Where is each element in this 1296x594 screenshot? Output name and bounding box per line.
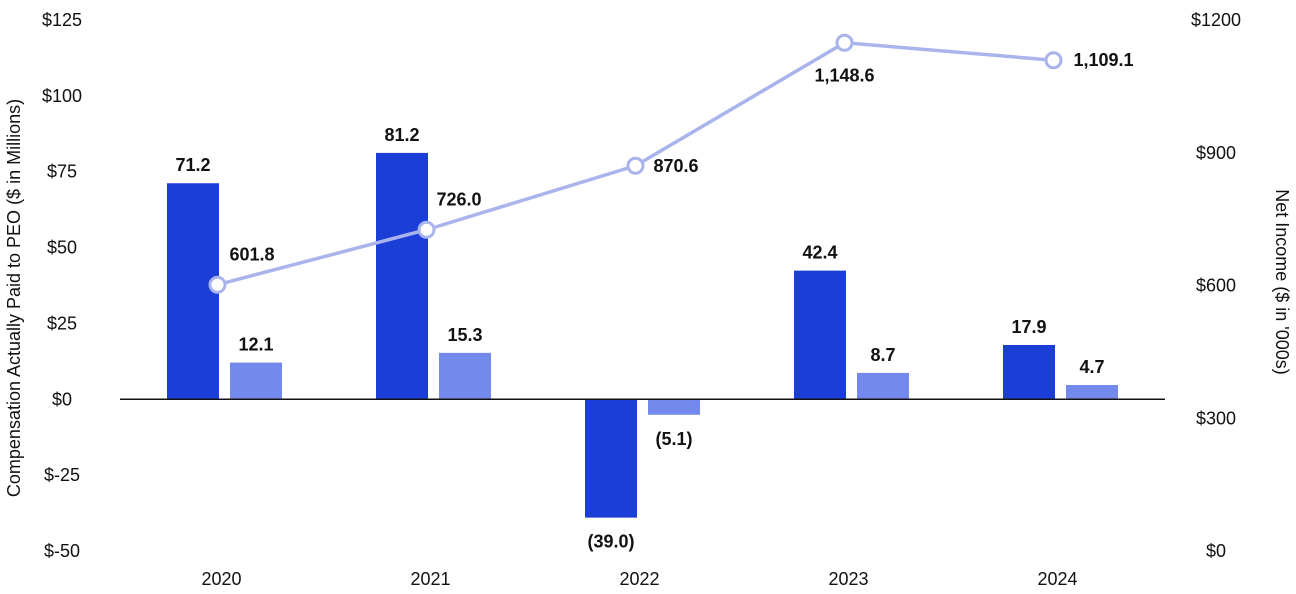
net-income-point-2020 bbox=[208, 275, 227, 294]
line-label-2020: 601.8 bbox=[230, 245, 275, 265]
net-income-point-2024 bbox=[1044, 51, 1063, 70]
bars-layer bbox=[167, 152, 1118, 518]
line-label-2021: 726.0 bbox=[437, 190, 482, 210]
left-axis-tick: $-50 bbox=[44, 541, 80, 561]
bar-series-2-2020 bbox=[230, 362, 282, 400]
bar-label-series-1-2023: 42.4 bbox=[802, 243, 837, 263]
x-axis-tick-2024: 2024 bbox=[1037, 569, 1077, 589]
net-income-point-2023 bbox=[835, 33, 854, 52]
bar-series-2-2021 bbox=[439, 352, 491, 400]
bar-label-series-2-2022: (5.1) bbox=[655, 429, 692, 449]
bar-label-series-2-2021: 15.3 bbox=[447, 325, 482, 345]
left-axis-tick: $0 bbox=[52, 389, 72, 409]
bar-series-2-2024 bbox=[1066, 385, 1118, 400]
bar-series-1-2020 bbox=[167, 183, 219, 400]
x-axis-tick-2023: 2023 bbox=[828, 569, 868, 589]
bar-label-series-2-2023: 8.7 bbox=[870, 345, 895, 365]
net-income-point-2021 bbox=[417, 220, 436, 239]
bar-label-series-2-2024: 4.7 bbox=[1079, 357, 1104, 377]
line-label-2024: 1,109.1 bbox=[1074, 50, 1134, 70]
right-axis-title: Net Income ($ in '000s) bbox=[1272, 189, 1292, 375]
bar-series-2-2023 bbox=[857, 372, 909, 400]
x-axis-tick-2020: 2020 bbox=[201, 569, 241, 589]
bar-series-1-2021 bbox=[376, 152, 428, 400]
bar-series-2-2022 bbox=[648, 399, 700, 415]
left-axis-tick: $-25 bbox=[44, 465, 80, 485]
bar-label-series-1-2020: 71.2 bbox=[175, 155, 210, 175]
axes-layer: $125 $100 $75 $50 $25 $0 $-25 $-50 $1200 $900 $600… bbox=[42, 10, 1241, 589]
right-axis-tick: $300 bbox=[1196, 408, 1236, 428]
bar-label-series-1-2021: 81.2 bbox=[384, 125, 419, 145]
net-income-point-2022 bbox=[626, 156, 645, 175]
bar-series-1-2023 bbox=[794, 270, 846, 400]
line-label-2022: 870.6 bbox=[654, 156, 699, 176]
x-axis-tick-2022: 2022 bbox=[619, 569, 659, 589]
right-axis-tick: $1200 bbox=[1191, 10, 1241, 30]
bar-series-1-2022 bbox=[585, 399, 637, 518]
bar-label-series-2-2020: 12.1 bbox=[238, 335, 273, 355]
left-axis-tick: $25 bbox=[47, 313, 77, 333]
bar-label-series-1-2024: 17.9 bbox=[1011, 317, 1046, 337]
right-axis-tick: $600 bbox=[1196, 276, 1236, 296]
bar-series-1-2024 bbox=[1003, 344, 1055, 400]
line-layer bbox=[208, 33, 1063, 294]
x-axis-tick-2021: 2021 bbox=[410, 569, 450, 589]
left-axis-tick: $75 bbox=[47, 162, 77, 182]
left-axis-tick: $100 bbox=[42, 86, 82, 106]
left-axis-tick: $125 bbox=[42, 10, 82, 30]
left-axis-tick: $50 bbox=[47, 238, 77, 258]
left-axis-title: Compensation Actually Paid to PEO ($ in … bbox=[4, 99, 24, 497]
right-axis-tick: $0 bbox=[1206, 541, 1226, 561]
bar-label-series-1-2022: (39.0) bbox=[587, 532, 634, 552]
line-label-2023: 1,148.6 bbox=[814, 66, 874, 86]
right-axis-tick: $900 bbox=[1196, 143, 1236, 163]
labels-layer: 71.2 81.2 (39.0) 42.4 17.9 12.1 15.3 (5.1) 8.7 4.… bbox=[175, 50, 1133, 551]
